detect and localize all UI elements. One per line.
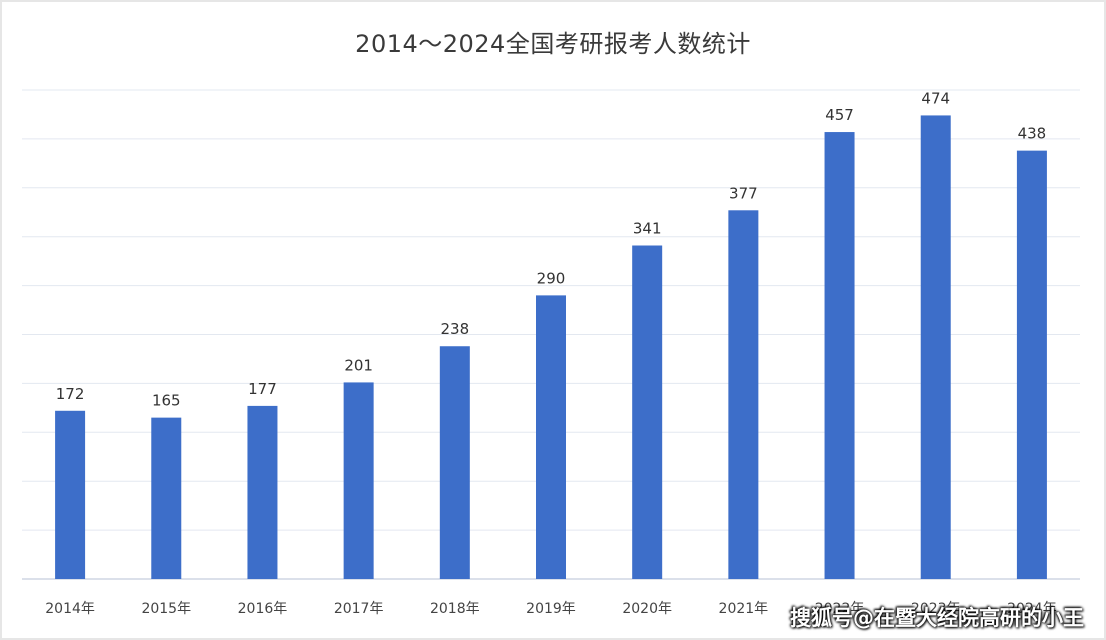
data-label: 377	[729, 184, 758, 202]
x-tick-label: 2017年	[334, 601, 384, 617]
watermark-text: 搜狐号@在暨大经院高研的小王	[790, 606, 1084, 630]
bar-2014年	[55, 410, 86, 579]
data-label: 438	[1018, 125, 1047, 143]
bar-2022年	[824, 132, 855, 579]
x-tick-label: 2015年	[141, 601, 191, 617]
bar-2019年	[536, 295, 566, 579]
data-label: 474	[921, 89, 950, 107]
bar-2018年	[439, 346, 470, 579]
bar-2021年	[728, 210, 759, 579]
bar-2024年	[1016, 150, 1047, 580]
data-label: 238	[440, 320, 469, 338]
x-tick-label: 2023年	[911, 601, 961, 617]
bar-2023年	[920, 115, 951, 579]
x-tick-label: 2016年	[238, 601, 288, 617]
x-tick-label: 2024年	[1007, 601, 1057, 617]
bar-2017年	[343, 382, 374, 579]
data-label: 457	[825, 106, 854, 124]
chart-title: 2014～2024全国考研报考人数统计	[355, 30, 751, 58]
x-tick-label: 2021年	[719, 601, 769, 617]
bar-2020年	[632, 245, 663, 579]
data-label: 172	[56, 385, 85, 403]
x-tick-label: 2014年	[45, 601, 95, 617]
data-label: 290	[537, 269, 566, 287]
data-label: 177	[248, 380, 277, 398]
x-tick-label: 2019年	[526, 601, 576, 617]
data-label: 201	[344, 356, 373, 374]
x-tick-label: 2020年	[622, 601, 672, 617]
bar-2015年	[151, 417, 182, 579]
x-tick-label: 2022年	[815, 601, 865, 617]
data-label: 341	[633, 220, 662, 238]
data-label: 165	[152, 392, 181, 410]
bar-2016年	[247, 405, 278, 579]
x-tick-label: 2018年	[430, 601, 480, 617]
